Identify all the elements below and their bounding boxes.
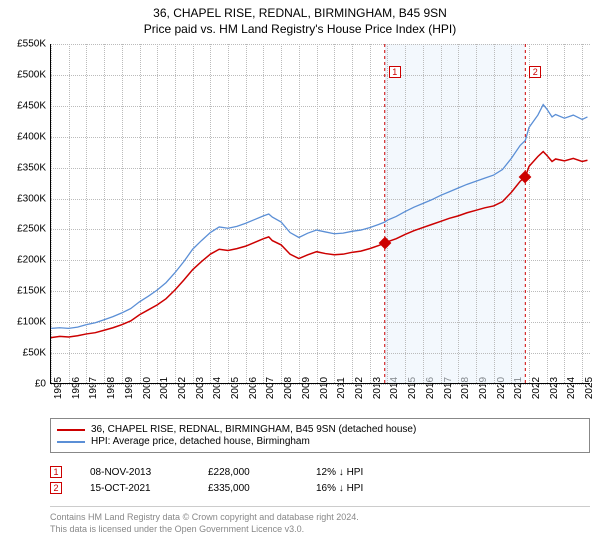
transaction-date-2: 15-OCT-2021: [90, 483, 180, 494]
plot-area: 12: [50, 44, 590, 384]
transaction-delta-2: 16% ↓ HPI: [316, 483, 363, 494]
footer-line-2: This data is licensed under the Open Gov…: [50, 524, 359, 536]
transaction-marker-2: 2: [50, 482, 62, 494]
legend-swatch-property: [57, 429, 85, 431]
footer-line-1: Contains HM Land Registry data © Crown c…: [50, 512, 359, 524]
transaction-row-1: 1 08-NOV-2013 £228,000 12% ↓ HPI: [50, 466, 363, 478]
legend-label-hpi: HPI: Average price, detached house, Birm…: [91, 436, 310, 447]
transaction-delta-1: 12% ↓ HPI: [316, 467, 363, 478]
transaction-price-1: £228,000: [208, 467, 288, 478]
title-sub: Price paid vs. HM Land Registry's House …: [0, 22, 600, 36]
legend: 36, CHAPEL RISE, REDNAL, BIRMINGHAM, B45…: [50, 418, 590, 453]
transaction-row-2: 2 15-OCT-2021 £335,000 16% ↓ HPI: [50, 482, 363, 494]
transaction-date-1: 08-NOV-2013: [90, 467, 180, 478]
chart-svg: [51, 44, 590, 383]
titles: 36, CHAPEL RISE, REDNAL, BIRMINGHAM, B45…: [0, 0, 600, 36]
transactions-table: 1 08-NOV-2013 £228,000 12% ↓ HPI 2 15-OC…: [50, 462, 363, 498]
legend-item-property: 36, CHAPEL RISE, REDNAL, BIRMINGHAM, B45…: [57, 424, 583, 435]
transaction-marker-1: 1: [50, 466, 62, 478]
chart-container: 36, CHAPEL RISE, REDNAL, BIRMINGHAM, B45…: [0, 0, 600, 560]
footer: Contains HM Land Registry data © Crown c…: [50, 512, 359, 535]
legend-swatch-hpi: [57, 441, 85, 443]
legend-item-hpi: HPI: Average price, detached house, Birm…: [57, 436, 583, 447]
footer-divider: [50, 506, 590, 507]
transaction-price-2: £335,000: [208, 483, 288, 494]
title-main: 36, CHAPEL RISE, REDNAL, BIRMINGHAM, B45…: [0, 6, 600, 20]
legend-label-property: 36, CHAPEL RISE, REDNAL, BIRMINGHAM, B45…: [91, 424, 416, 435]
